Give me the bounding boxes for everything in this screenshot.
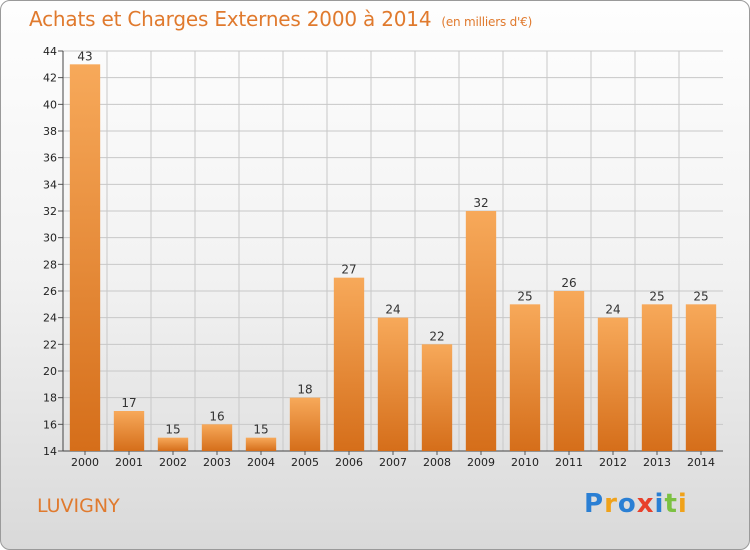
x-tick-label: 2013 <box>643 456 671 469</box>
chart-title: Achats et Charges Externes 2000 à 2014 (e… <box>29 7 532 31</box>
x-tick-label: 2005 <box>291 456 319 469</box>
x-tick-label: 2012 <box>599 456 627 469</box>
y-tick-label: 22 <box>43 338 57 351</box>
y-tick-label: 32 <box>43 205 57 218</box>
x-tick-label: 2007 <box>379 456 407 469</box>
data-label: 27 <box>341 263 356 277</box>
bar <box>245 437 277 451</box>
bar <box>113 411 145 451</box>
y-tick-label: 24 <box>43 312 57 325</box>
logo-letter: o <box>617 489 637 519</box>
bar <box>421 344 453 451</box>
x-tick-label: 2011 <box>555 456 583 469</box>
y-tick-label: 26 <box>43 285 57 298</box>
bar <box>377 317 409 451</box>
bar <box>157 437 189 451</box>
data-label: 24 <box>385 303 400 317</box>
proxiti-logo: Proxiti <box>584 489 688 519</box>
x-tick-label: 2014 <box>687 456 715 469</box>
x-tick-label: 2004 <box>247 456 275 469</box>
bar <box>333 277 365 451</box>
x-tick-label: 2002 <box>159 456 187 469</box>
data-label: 25 <box>693 289 708 303</box>
y-tick-label: 16 <box>43 418 57 431</box>
bar <box>509 304 541 451</box>
bars <box>69 64 717 452</box>
bar <box>69 64 101 452</box>
data-label: 16 <box>209 409 224 423</box>
title-text: Achats et Charges Externes 2000 à 2014 <box>29 7 432 31</box>
bar <box>289 397 321 451</box>
data-label: 18 <box>297 383 312 397</box>
y-tick-label: 36 <box>43 152 57 165</box>
data-label: 17 <box>121 396 136 410</box>
data-label: 43 <box>77 49 92 63</box>
x-tick-label: 2009 <box>467 456 495 469</box>
data-label: 15 <box>165 423 180 437</box>
x-tick-label: 2003 <box>203 456 231 469</box>
x-tick-label: 2006 <box>335 456 363 469</box>
bar <box>201 424 233 451</box>
y-tick-label: 18 <box>43 392 57 405</box>
x-tick-label: 2008 <box>423 456 451 469</box>
y-tick-label: 44 <box>43 45 57 58</box>
y-tick-label: 34 <box>43 178 57 191</box>
y-tick-label: 14 <box>43 445 57 458</box>
bar <box>597 317 629 451</box>
y-tick-label: 28 <box>43 258 57 271</box>
bar <box>465 211 497 451</box>
chart-subtitle: (en milliers d'€) <box>441 15 533 29</box>
logo-letter: t <box>664 489 678 519</box>
logo-letter: r <box>604 489 618 519</box>
bar <box>641 304 673 451</box>
labels: 14 16 18 20 22 24 26 28 30 32 34 36 38 40 42 44 43 2000 17… <box>43 45 715 469</box>
logo-letter: i <box>677 489 688 519</box>
x-tick-label: 2000 <box>71 456 99 469</box>
data-label: 25 <box>517 289 532 303</box>
y-tick-label: 42 <box>43 72 57 85</box>
x-tick-label: 2010 <box>511 456 539 469</box>
data-label: 25 <box>649 289 664 303</box>
data-label: 32 <box>473 196 488 210</box>
bar <box>553 291 585 451</box>
logo-letter: i <box>654 489 665 519</box>
y-tick-label: 30 <box>43 232 57 245</box>
logo-letter: P <box>584 489 605 519</box>
x-tick-label: 2001 <box>115 456 143 469</box>
data-label: 24 <box>605 303 620 317</box>
bar <box>685 304 717 451</box>
commune-name: LUVIGNY <box>37 495 120 517</box>
data-label: 15 <box>253 423 268 437</box>
data-label: 26 <box>561 276 576 290</box>
y-tick-label: 40 <box>43 98 57 111</box>
y-tick-label: 38 <box>43 125 57 138</box>
data-label: 22 <box>429 329 444 343</box>
logo-letter: x <box>636 489 655 519</box>
y-tick-label: 20 <box>43 365 57 378</box>
